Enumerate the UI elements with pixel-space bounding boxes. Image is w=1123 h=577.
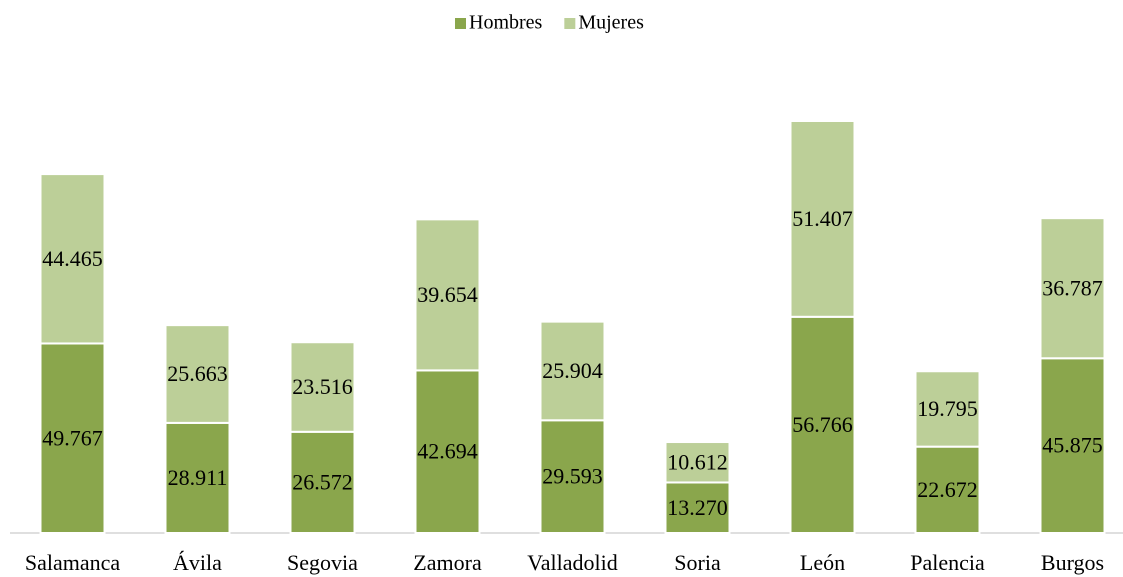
- data-label: 51.407: [792, 206, 853, 231]
- data-label: 25.663: [167, 361, 228, 386]
- bar-segment: [664, 481, 731, 535]
- bar-segment: [1039, 217, 1106, 360]
- x-tick-label: Burgos: [1041, 550, 1104, 575]
- bar-segment: [164, 324, 231, 424]
- data-label: 22.672: [917, 477, 978, 502]
- data-label: 49.767: [42, 425, 103, 450]
- bar-segment: [414, 369, 481, 534]
- data-label: 42.694: [417, 439, 478, 464]
- x-tick-label: Ávila: [173, 550, 222, 575]
- x-tick-label: Segovia: [287, 550, 358, 575]
- bar-segment: [539, 320, 606, 422]
- data-label: 45.875: [1042, 433, 1103, 458]
- data-label: 44.465: [42, 246, 103, 271]
- bar-segment: [664, 441, 731, 484]
- x-tick-label: Zamora: [413, 550, 482, 575]
- data-label: 36.787: [1042, 275, 1103, 300]
- data-label: 26.572: [292, 469, 353, 494]
- legend-label: Hombres: [469, 12, 543, 34]
- data-label: 23.516: [292, 374, 353, 399]
- bar-segment: [289, 341, 356, 433]
- data-label: 25.904: [542, 358, 603, 383]
- bar-segment: [789, 120, 856, 318]
- data-label: 19.795: [917, 396, 978, 421]
- x-tick-label: Soria: [674, 550, 721, 575]
- data-label: 10.612: [667, 449, 728, 474]
- x-tick-label: Palencia: [910, 550, 985, 575]
- data-label: 13.270: [667, 495, 728, 520]
- x-tick-label: León: [800, 550, 845, 575]
- bar-segment: [414, 218, 481, 372]
- bar-segment: [914, 370, 981, 448]
- legend-swatch: [564, 18, 576, 29]
- x-tick-label: Salamanca: [25, 550, 121, 575]
- bar-segment: [539, 419, 606, 534]
- data-label: 28.911: [168, 465, 228, 490]
- data-label: 39.654: [417, 282, 478, 307]
- bar-segment: [39, 173, 106, 345]
- x-tick-label: Valladolid: [527, 550, 617, 575]
- legend-swatch: [455, 18, 466, 29]
- bar-segment: [914, 445, 981, 534]
- bar-segment: [39, 342, 106, 535]
- bar-segment: [289, 430, 356, 535]
- data-label: 29.593: [542, 464, 603, 489]
- data-label: 56.766: [792, 412, 853, 437]
- bar-segment: [1039, 357, 1106, 535]
- bar-segment: [789, 315, 856, 534]
- legend-label: Mujeres: [578, 12, 644, 34]
